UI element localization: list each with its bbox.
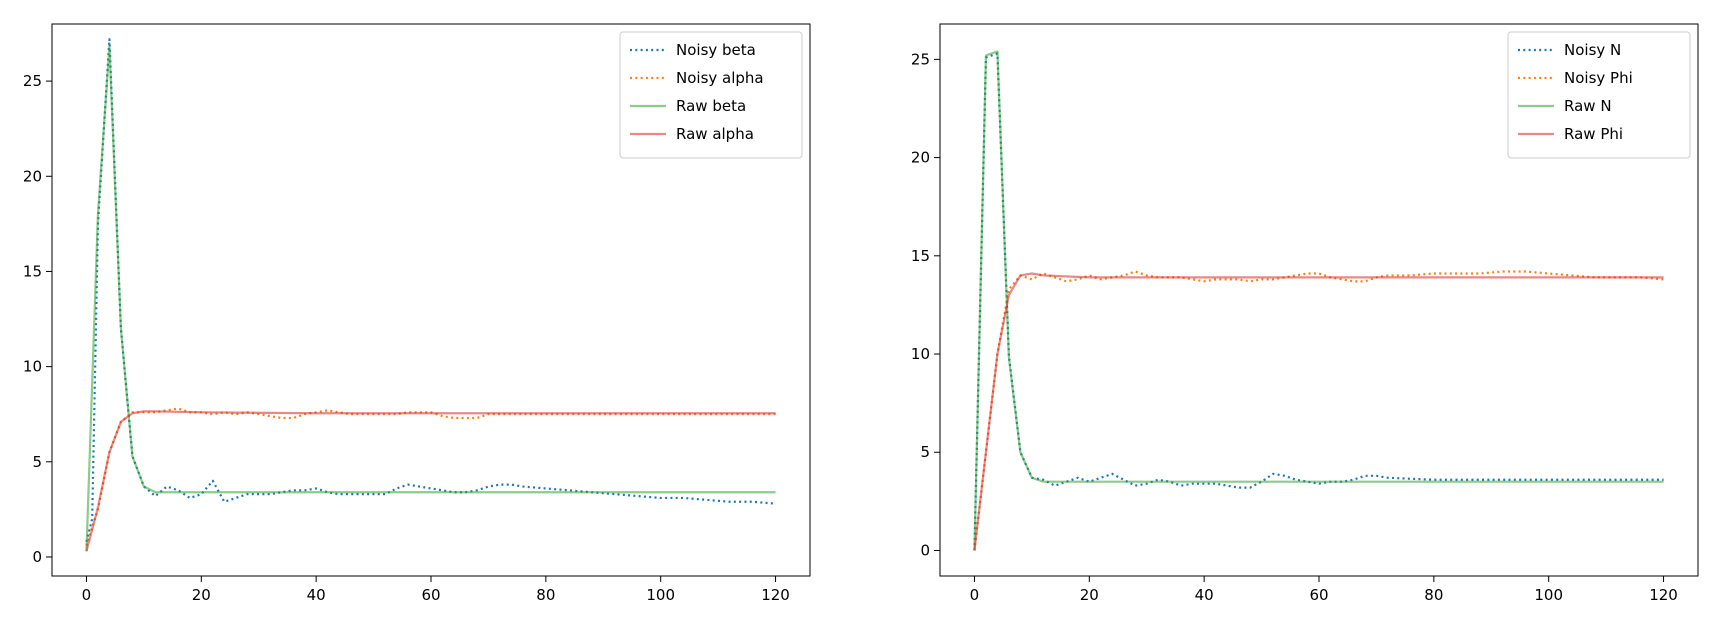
series-line-raw-phi — [973, 272, 1664, 551]
series-line-noisy-n — [973, 52, 1664, 551]
x-tick-label: 120 — [1649, 586, 1678, 604]
x-tick-label: 40 — [307, 586, 326, 604]
y-tick-label: 20 — [23, 167, 42, 185]
legend-label: Raw N — [1564, 97, 1612, 115]
series-line-raw-n — [973, 50, 1664, 551]
legend-label: Raw alpha — [676, 125, 754, 143]
legend-label: Raw beta — [676, 97, 746, 115]
legend-label: Noisy N — [1564, 41, 1621, 59]
x-tick-label: 20 — [192, 586, 211, 604]
y-tick-label: 10 — [911, 345, 930, 363]
legend-label: Raw Phi — [1564, 125, 1623, 143]
legend: Noisy beta Noisy alpha Raw beta Raw alpha — [619, 31, 803, 159]
series-group — [973, 50, 1664, 551]
x-tick-label: 0 — [970, 586, 980, 604]
series-line-noisy-beta — [85, 38, 776, 543]
y-tick-label: 5 — [920, 443, 930, 461]
x-tick-label: 60 — [1309, 586, 1328, 604]
y-tick-label: 25 — [23, 72, 42, 90]
y-tick-label: 15 — [911, 247, 930, 265]
legend-label: Noisy Phi — [1564, 69, 1633, 87]
x-tick-label: 0 — [82, 586, 92, 604]
legend-label: Noisy beta — [676, 41, 756, 59]
x-tick-label: 80 — [536, 586, 555, 604]
series-group — [85, 38, 776, 552]
series-line-raw-alpha — [85, 410, 776, 552]
y-tick-label: 0 — [920, 541, 930, 559]
x-tick-label: 100 — [646, 586, 675, 604]
legend-box — [619, 31, 803, 159]
y-tick-label: 20 — [911, 149, 930, 167]
x-tick-label: 80 — [1424, 586, 1443, 604]
series-line-raw-beta — [85, 45, 776, 552]
y-tick-label: 25 — [911, 50, 930, 68]
y-tick-label: 15 — [23, 262, 42, 280]
y-tick-label: 5 — [32, 453, 42, 471]
x-tick-label: 120 — [761, 586, 790, 604]
y-tick-label: 10 — [23, 358, 42, 376]
y-tick-label: 0 — [32, 548, 42, 566]
x-tick-label: 100 — [1534, 586, 1563, 604]
x-tick-label: 40 — [1195, 586, 1214, 604]
chart-right: 0 20 40 60 80 100 120 0 5 10 15 20 25 Noisy N Noisy Ph… — [911, 23, 1699, 604]
legend-box — [1507, 31, 1691, 159]
legend-label: Noisy alpha — [676, 69, 764, 87]
legend: Noisy N Noisy Phi Raw N Raw Phi — [1507, 31, 1691, 159]
x-tick-label: 60 — [421, 586, 440, 604]
x-tick-label: 20 — [1080, 586, 1099, 604]
